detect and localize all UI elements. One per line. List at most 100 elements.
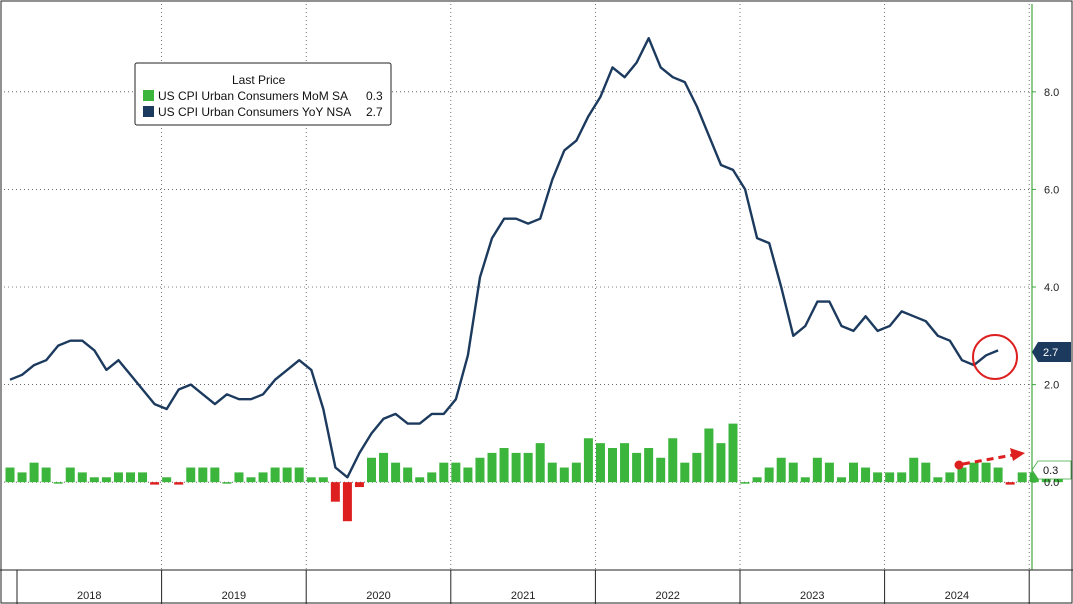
trend-arrow-dot <box>954 460 964 470</box>
mom-bar <box>162 477 172 483</box>
mom-bar <box>234 472 244 483</box>
last-value-badge-mom: 0.3 <box>1031 460 1072 480</box>
mom-bar <box>282 467 292 483</box>
mom-bar <box>65 467 75 483</box>
mom-bar <box>740 482 750 484</box>
mom-bar <box>5 467 15 483</box>
mom-bar <box>716 443 726 483</box>
mom-bar <box>873 472 883 483</box>
badge-yoy-shape <box>1032 342 1071 362</box>
mom-bar <box>487 452 497 483</box>
mom-bar <box>547 462 557 483</box>
badge-mom-shape <box>1031 460 1072 480</box>
mom-bar <box>849 462 858 483</box>
mom-bar <box>342 482 352 522</box>
mom-bar <box>475 457 485 483</box>
mom-bar <box>644 448 654 483</box>
mom-bar <box>186 467 196 483</box>
legend-swatch-yoy <box>143 106 154 117</box>
mom-bars <box>5 423 1063 522</box>
mom-bar <box>885 472 895 483</box>
mom-bar <box>656 457 666 483</box>
mom-bar <box>138 472 148 483</box>
mom-bar <box>403 467 413 483</box>
mom-bar <box>969 462 979 483</box>
legend-box <box>134 62 392 126</box>
legend-value-mom: 0.3 <box>366 89 383 103</box>
mom-bar <box>258 472 268 483</box>
mom-bar <box>1029 472 1039 483</box>
mom-bar <box>41 467 51 483</box>
mom-bar <box>89 477 99 483</box>
mom-bar <box>836 477 846 483</box>
mom-bar <box>246 477 256 483</box>
mom-bar <box>692 452 702 483</box>
yoy-line <box>9 37 999 479</box>
mom-bar <box>463 467 473 483</box>
legend: Last Price US CPI Urban Consumers MoM SA… <box>134 62 392 126</box>
year-label: 2018 <box>77 590 101 602</box>
year-label: 2024 <box>945 590 969 602</box>
mom-bar <box>391 462 401 483</box>
mom-bar <box>439 462 449 483</box>
mom-bar <box>198 467 208 483</box>
y-tick-label: 4.0 <box>1044 282 1059 294</box>
gridlines <box>4 4 1032 570</box>
mom-bar <box>101 477 111 483</box>
mom-bar <box>800 477 810 483</box>
mom-bar <box>812 457 822 483</box>
legend-swatch-mom <box>143 90 154 101</box>
mom-bar <box>126 472 135 483</box>
year-label: 2022 <box>655 590 679 602</box>
mom-bar <box>680 462 690 483</box>
legend-label-mom: US CPI Urban Consumers MoM SA <box>158 89 348 103</box>
mom-bar <box>897 472 907 483</box>
mom-bar <box>945 472 955 483</box>
year-label: 2019 <box>222 590 246 602</box>
mom-bar <box>981 462 991 483</box>
mom-bar <box>222 482 232 484</box>
mom-bar <box>571 462 581 483</box>
x-axis: 2018 2019 2020 2021 2022 2023 2024 <box>16 570 1030 604</box>
badge-mom-text: 0.3 <box>1043 465 1058 477</box>
badge-yoy-text: 2.7 <box>1043 347 1058 359</box>
mom-bar <box>330 482 340 502</box>
mom-bar <box>861 467 871 483</box>
mom-bar <box>728 423 738 483</box>
mom-bar <box>993 467 1003 483</box>
mom-bar <box>595 443 605 483</box>
mom-bar <box>933 477 943 483</box>
mom-bar <box>174 482 184 485</box>
mom-bar <box>824 462 834 483</box>
mom-bar <box>776 457 786 483</box>
last-value-badge-yoy: 2.7 <box>1032 342 1071 362</box>
trend-arrow-head <box>1010 448 1025 461</box>
year-label: 2020 <box>366 590 390 602</box>
mom-bar <box>113 472 123 483</box>
mom-bar <box>620 443 630 483</box>
mom-bar <box>764 467 774 483</box>
mom-bar <box>17 472 27 483</box>
mom-bar <box>306 477 316 483</box>
mom-bar <box>150 482 160 485</box>
mom-bar <box>632 452 642 483</box>
y-tick-label: 0.0 <box>1044 477 1059 489</box>
mom-bar <box>29 462 39 483</box>
legend-value-yoy: 2.7 <box>366 105 383 119</box>
y-tick-label: 8.0 <box>1044 87 1059 99</box>
year-label: 2021 <box>511 590 535 602</box>
mom-bar <box>511 452 521 483</box>
mom-bar <box>415 477 425 483</box>
mom-bar <box>668 438 678 483</box>
year-label: 2023 <box>800 590 824 602</box>
mom-bar <box>535 443 545 483</box>
mom-bar <box>559 467 569 483</box>
y-tick-label: 2.0 <box>1044 380 1059 392</box>
mom-bar <box>427 472 437 483</box>
mom-bar <box>53 482 63 484</box>
mom-bar <box>921 462 931 483</box>
y-tick-label: 6.0 <box>1044 184 1059 196</box>
mom-bar <box>379 452 389 483</box>
